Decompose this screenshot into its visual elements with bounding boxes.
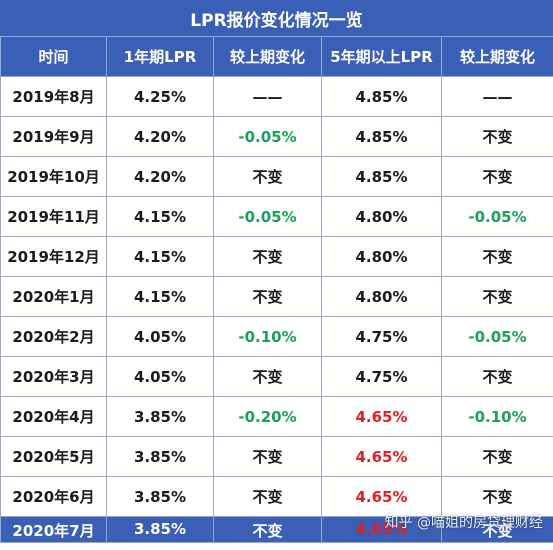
table-row: 2020年6月 3.85% 不变 4.65% 不变 — [0, 476, 553, 517]
cell-time: 2020年1月 — [0, 276, 107, 317]
header-lpr-5y: 5年期以上LPR — [321, 36, 442, 77]
table-row: 2020年2月 4.05% -0.10% 4.75% -0.05% — [0, 316, 553, 357]
cell-change-5y: 不变 — [441, 476, 553, 517]
cell-time: 2020年5月 — [0, 436, 107, 477]
cell-lpr-5y: 4.65% — [321, 436, 442, 477]
table-row: 2019年9月 4.20% -0.05% 4.85% 不变 — [0, 116, 553, 157]
table-row: 2019年8月 4.25% —— 4.85% —— — [0, 76, 553, 117]
cell-lpr-1y: 4.15% — [106, 196, 214, 237]
table-row: 2020年5月 3.85% 不变 4.65% 不变 — [0, 436, 553, 477]
cell-change-1y: 不变 — [213, 516, 322, 543]
cell-lpr-1y: 3.85% — [106, 396, 214, 437]
cell-change-1y: -0.05% — [213, 116, 322, 157]
cell-time: 2020年2月 — [0, 316, 107, 357]
cell-change-1y: —— — [213, 76, 322, 117]
cell-change-5y: -0.05% — [441, 196, 553, 237]
cell-time: 2020年3月 — [0, 356, 107, 397]
header-lpr-1y: 1年期LPR — [106, 36, 214, 77]
header-time: 时间 — [0, 36, 107, 77]
cell-change-5y: 不变 — [441, 156, 553, 197]
cell-lpr-5y: 4.80% — [321, 196, 442, 237]
cell-change-1y: 不变 — [213, 436, 322, 477]
cell-lpr-1y: 4.15% — [106, 276, 214, 317]
cell-change-1y: -0.05% — [213, 196, 322, 237]
table-row: 2019年12月 4.15% 不变 4.80% 不变 — [0, 236, 553, 277]
cell-time: 2019年10月 — [0, 156, 107, 197]
cell-lpr-5y: 4.85% — [321, 116, 442, 157]
cell-lpr-1y: 3.85% — [106, 436, 214, 477]
cell-change-1y: 不变 — [213, 276, 322, 317]
cell-lpr-5y: 4.75% — [321, 356, 442, 397]
cell-lpr-1y: 3.85% — [106, 516, 214, 543]
cell-change-5y: 不变 — [441, 356, 553, 397]
cell-change-5y: 不变 — [441, 436, 553, 477]
cell-lpr-1y: 4.15% — [106, 236, 214, 277]
cell-lpr-1y: 3.85% — [106, 476, 214, 517]
table-row: 2020年3月 4.05% 不变 4.75% 不变 — [0, 356, 553, 397]
cell-time: 2019年12月 — [0, 236, 107, 277]
cell-change-5y: 不变 — [441, 236, 553, 277]
header-row: 时间 1年期LPR 较上期变化 5年期以上LPR 较上期变化 — [0, 36, 553, 77]
cell-change-5y: —— — [441, 76, 553, 117]
header-change-1y: 较上期变化 — [213, 36, 322, 77]
table-row: 2019年10月 4.20% 不变 4.85% 不变 — [0, 156, 553, 197]
cell-lpr-1y: 4.25% — [106, 76, 214, 117]
cell-lpr-1y: 4.05% — [106, 356, 214, 397]
cell-change-1y: -0.20% — [213, 396, 322, 437]
table-row: 2019年11月 4.15% -0.05% 4.80% -0.05% — [0, 196, 553, 237]
cell-lpr-5y: 4.65% — [321, 476, 442, 517]
cell-change-5y: 不变 — [441, 276, 553, 317]
cell-lpr-5y: 4.65% — [321, 516, 442, 543]
cell-change-5y: 不变 — [441, 116, 553, 157]
cell-lpr-5y: 4.65% — [321, 396, 442, 437]
cell-change-1y: 不变 — [213, 476, 322, 517]
cell-change-5y: 不变 — [441, 516, 553, 543]
cell-lpr-5y: 4.80% — [321, 236, 442, 277]
cell-change-1y: -0.10% — [213, 316, 322, 357]
cell-lpr-5y: 4.85% — [321, 156, 442, 197]
cell-lpr-5y: 4.85% — [321, 76, 442, 117]
table-row: 2020年7月 3.85% 不变 4.65% 不变 — [0, 516, 553, 543]
cell-change-1y: 不变 — [213, 356, 322, 397]
cell-change-5y: -0.05% — [441, 316, 553, 357]
table-row: 2020年1月 4.15% 不变 4.80% 不变 — [0, 276, 553, 317]
cell-lpr-1y: 4.20% — [106, 156, 214, 197]
cell-change-5y: -0.10% — [441, 396, 553, 437]
watermark-text: 知乎 @喵姐的房贷理财经 — [384, 515, 543, 531]
cell-time: 2019年11月 — [0, 196, 107, 237]
cell-time: 2020年7月 — [0, 516, 107, 543]
cell-time: 2019年9月 — [0, 116, 107, 157]
cell-time: 2020年6月 — [0, 476, 107, 517]
cell-lpr-5y: 4.80% — [321, 276, 442, 317]
header-change-5y: 较上期变化 — [441, 36, 553, 77]
cell-change-1y: 不变 — [213, 156, 322, 197]
lpr-table: 时间 1年期LPR 较上期变化 5年期以上LPR 较上期变化 2019年8月 4.… — [0, 36, 553, 543]
cell-lpr-1y: 4.05% — [106, 316, 214, 357]
table-title: LPR报价变化情况一览 — [0, 0, 553, 36]
table-row: 2020年4月 3.85% -0.20% 4.65% -0.10% — [0, 396, 553, 437]
cell-lpr-1y: 4.20% — [106, 116, 214, 157]
cell-change-1y: 不变 — [213, 236, 322, 277]
cell-lpr-5y: 4.75% — [321, 316, 442, 357]
cell-time: 2020年4月 — [0, 396, 107, 437]
cell-time: 2019年8月 — [0, 76, 107, 117]
